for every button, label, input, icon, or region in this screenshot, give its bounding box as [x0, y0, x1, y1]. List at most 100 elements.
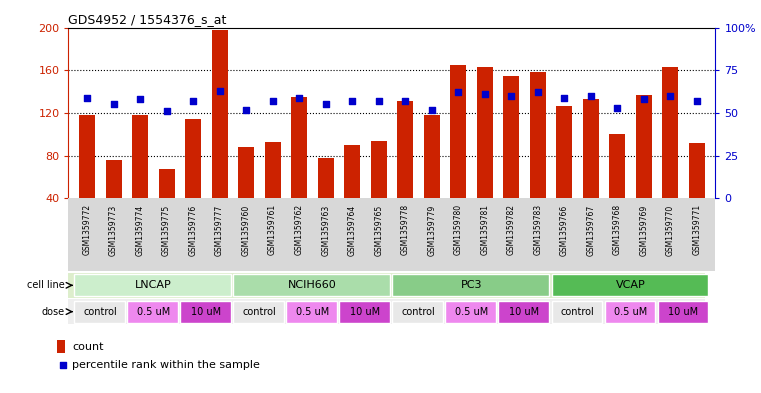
- Text: dose: dose: [42, 307, 65, 317]
- Point: [57, 362, 68, 368]
- Bar: [556, 105, 572, 241]
- Bar: [158, 169, 174, 241]
- Text: GSM1359783: GSM1359783: [533, 204, 543, 255]
- Point: [187, 98, 199, 104]
- Bar: [185, 119, 201, 241]
- Text: control: control: [561, 307, 594, 317]
- Text: GSM1359777: GSM1359777: [215, 204, 224, 255]
- Text: GSM1359776: GSM1359776: [189, 204, 198, 255]
- Point: [107, 101, 119, 108]
- Point: [691, 98, 703, 104]
- Point: [452, 89, 464, 95]
- Bar: [393, 274, 549, 296]
- Text: control: control: [84, 307, 117, 317]
- Text: GSM1359778: GSM1359778: [401, 204, 409, 255]
- Text: PC3: PC3: [460, 280, 482, 290]
- Text: NCIH660: NCIH660: [288, 280, 337, 290]
- Text: 10 uM: 10 uM: [191, 307, 221, 317]
- Bar: [265, 142, 281, 241]
- Point: [240, 107, 252, 113]
- Text: count: count: [72, 342, 103, 352]
- Point: [134, 96, 146, 103]
- Point: [479, 91, 491, 97]
- Bar: [689, 143, 705, 241]
- Text: GSM1359774: GSM1359774: [135, 204, 145, 255]
- Point: [611, 105, 623, 111]
- Point: [81, 94, 93, 101]
- Point: [161, 108, 173, 114]
- Bar: [291, 97, 307, 241]
- Text: GSM1359762: GSM1359762: [295, 204, 304, 255]
- Text: GDS4952 / 1554376_s_at: GDS4952 / 1554376_s_at: [68, 13, 227, 26]
- Bar: [451, 65, 466, 241]
- Point: [505, 93, 517, 99]
- Bar: [180, 301, 231, 323]
- Bar: [339, 301, 390, 323]
- Bar: [57, 340, 65, 353]
- Text: GSM1359765: GSM1359765: [374, 204, 383, 255]
- Bar: [238, 147, 254, 241]
- Point: [584, 93, 597, 99]
- Bar: [662, 67, 678, 241]
- Bar: [75, 274, 231, 296]
- Text: 0.5 uM: 0.5 uM: [137, 307, 170, 317]
- Text: GSM1359764: GSM1359764: [348, 204, 357, 255]
- Bar: [393, 301, 444, 323]
- Text: GSM1359766: GSM1359766: [560, 204, 568, 255]
- Text: 0.5 uM: 0.5 uM: [455, 307, 488, 317]
- Text: GSM1359780: GSM1359780: [454, 204, 463, 255]
- Text: 10 uM: 10 uM: [668, 307, 699, 317]
- Text: VCAP: VCAP: [616, 280, 645, 290]
- Bar: [106, 160, 122, 241]
- Text: 10 uM: 10 uM: [509, 307, 540, 317]
- Text: 10 uM: 10 uM: [350, 307, 380, 317]
- Text: GSM1359768: GSM1359768: [613, 204, 622, 255]
- Bar: [610, 134, 626, 241]
- Bar: [79, 115, 95, 241]
- Bar: [530, 72, 546, 241]
- Text: GSM1359767: GSM1359767: [586, 204, 595, 255]
- Text: 0.5 uM: 0.5 uM: [296, 307, 329, 317]
- Bar: [132, 115, 148, 241]
- Text: GSM1359770: GSM1359770: [666, 204, 675, 255]
- Text: GSM1359769: GSM1359769: [639, 204, 648, 255]
- Point: [346, 98, 358, 104]
- Bar: [635, 95, 651, 241]
- Bar: [658, 301, 708, 323]
- Text: cell line: cell line: [27, 280, 65, 290]
- Text: control: control: [243, 307, 276, 317]
- Text: GSM1359775: GSM1359775: [162, 204, 171, 255]
- Bar: [498, 301, 549, 323]
- Text: 0.5 uM: 0.5 uM: [614, 307, 647, 317]
- Text: LNCAP: LNCAP: [135, 280, 172, 290]
- Bar: [212, 29, 228, 241]
- Point: [425, 107, 438, 113]
- Point: [664, 93, 677, 99]
- Bar: [371, 141, 387, 241]
- Text: control: control: [402, 307, 435, 317]
- Bar: [397, 101, 413, 241]
- Bar: [75, 301, 126, 323]
- Bar: [503, 75, 519, 241]
- Point: [638, 96, 650, 103]
- Text: percentile rank within the sample: percentile rank within the sample: [72, 360, 260, 370]
- Text: GSM1359772: GSM1359772: [82, 204, 91, 255]
- Bar: [476, 67, 492, 241]
- Bar: [552, 301, 603, 323]
- Bar: [445, 301, 496, 323]
- Text: GSM1359782: GSM1359782: [507, 204, 516, 255]
- Bar: [552, 274, 708, 296]
- Text: GSM1359773: GSM1359773: [109, 204, 118, 255]
- Bar: [234, 274, 390, 296]
- Bar: [604, 301, 655, 323]
- Bar: [286, 301, 337, 323]
- Point: [532, 89, 544, 95]
- Bar: [317, 158, 333, 241]
- Bar: [583, 99, 599, 241]
- Point: [373, 98, 385, 104]
- Text: GSM1359781: GSM1359781: [480, 204, 489, 255]
- Text: GSM1359779: GSM1359779: [427, 204, 436, 255]
- Point: [558, 94, 570, 101]
- Bar: [234, 301, 285, 323]
- Bar: [127, 301, 178, 323]
